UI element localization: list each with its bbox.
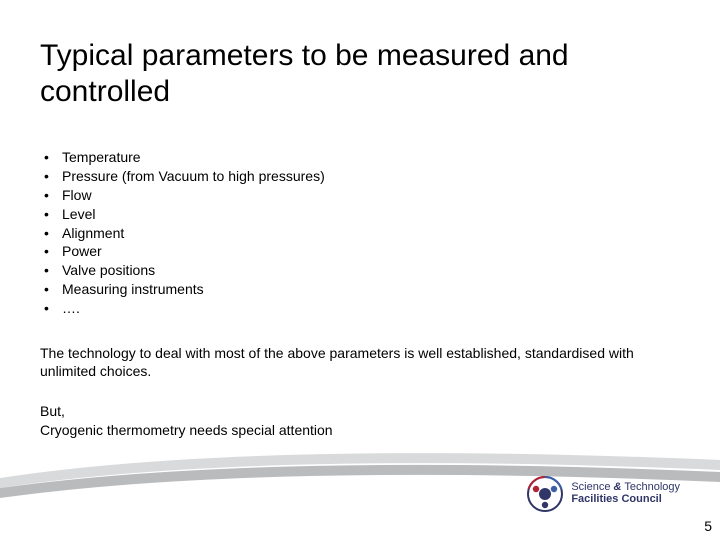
paragraph2-line1: But,	[40, 403, 65, 419]
stfc-logo-text: Science & Technology Facilities Council	[571, 482, 680, 505]
list-item: ….	[40, 299, 680, 318]
slide-title: Typical parameters to be measured and co…	[40, 38, 680, 110]
paragraph2-line2: Cryogenic thermometry needs special atte…	[40, 422, 333, 438]
body-paragraph-2: But, Cryogenic thermometry needs special…	[40, 402, 680, 438]
logo-line2: Facilities Council	[571, 494, 680, 506]
list-item: Temperature	[40, 148, 680, 167]
list-item: Pressure (from Vacuum to high pressures)	[40, 167, 680, 186]
list-item: Measuring instruments	[40, 280, 680, 299]
stfc-logo: Science & Technology Facilities Council	[527, 476, 680, 512]
content: Typical parameters to be measured and co…	[40, 38, 680, 439]
slide: Typical parameters to be measured and co…	[0, 0, 720, 540]
logo-line1b: Technology	[621, 481, 680, 493]
stfc-logo-icon	[527, 476, 563, 512]
body-paragraph-1: The technology to deal with most of the …	[40, 344, 680, 380]
page-number: 5	[704, 518, 712, 534]
list-item: Level	[40, 205, 680, 224]
list-item: Alignment	[40, 224, 680, 243]
list-item: Power	[40, 242, 680, 261]
list-item: Valve positions	[40, 261, 680, 280]
logo-line1a: Science	[571, 481, 613, 493]
list-item: Flow	[40, 186, 680, 205]
bullet-list: Temperature Pressure (from Vacuum to hig…	[40, 148, 680, 318]
